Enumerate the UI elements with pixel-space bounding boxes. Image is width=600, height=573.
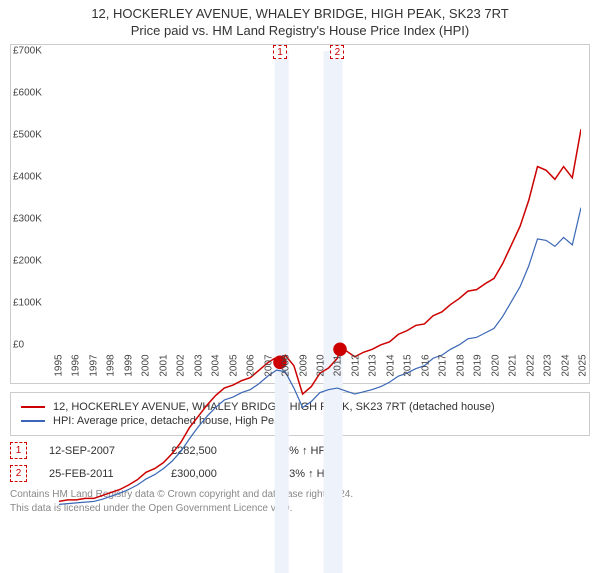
x-axis-label: 2004 (211, 354, 222, 376)
x-axis-label: 2023 (543, 354, 554, 376)
x-axis-label: 2002 (176, 354, 187, 376)
sale-marker-box: 2 (10, 465, 27, 482)
y-axis-label: £500K (13, 130, 42, 141)
x-axis-label: 2011 (333, 355, 344, 377)
y-axis-label: £700K (13, 46, 42, 57)
x-axis-label: 1998 (106, 354, 117, 376)
x-axis-label: 2017 (438, 354, 449, 376)
chart-svg (59, 51, 581, 573)
plot-area: 12 (59, 51, 581, 343)
y-axis-label: £200K (13, 256, 42, 267)
x-axis-label: 2020 (490, 354, 501, 376)
chart-sale-marker: 2 (330, 45, 344, 59)
chart-container: 12 £0£100K£200K£300K£400K£500K£600K£700K… (10, 44, 590, 384)
x-axis-label: 2000 (141, 354, 152, 376)
x-axis-label: 2013 (368, 354, 379, 376)
x-axis-label: 2022 (525, 354, 536, 376)
x-axis-label: 2019 (473, 354, 484, 376)
chart-sale-marker: 1 (273, 45, 287, 59)
x-axis-label: 2021 (508, 354, 519, 376)
x-axis-label: 2015 (403, 354, 414, 376)
x-axis-label: 2024 (560, 354, 571, 376)
x-axis-label: 2018 (455, 354, 466, 376)
x-axis-label: 2001 (158, 354, 169, 376)
x-axis-label: 2009 (298, 354, 309, 376)
x-axis-label: 1997 (88, 354, 99, 376)
y-axis-label: £100K (13, 298, 42, 309)
x-axis-label: 2003 (193, 354, 204, 376)
x-axis-label: 1999 (123, 354, 134, 376)
y-axis-label: £400K (13, 172, 42, 183)
x-axis-label: 2005 (228, 354, 239, 376)
x-axis-label: 2010 (316, 354, 327, 376)
legend-swatch-property (21, 406, 45, 408)
x-axis-label: 2008 (281, 354, 292, 376)
x-axis-label: 2016 (420, 354, 431, 376)
x-axis-label: 2006 (246, 354, 257, 376)
x-axis-label: 1996 (71, 354, 82, 376)
x-axis-label: 2007 (263, 354, 274, 376)
chart-title-line2: Price paid vs. HM Land Registry's House … (0, 23, 600, 38)
y-axis-label: £600K (13, 88, 42, 99)
y-axis-label: £300K (13, 214, 42, 225)
legend-swatch-hpi (21, 420, 45, 422)
x-axis-label: 1995 (54, 354, 65, 376)
x-axis-label: 2014 (385, 354, 396, 376)
chart-title-line1: 12, HOCKERLEY AVENUE, WHALEY BRIDGE, HIG… (0, 6, 600, 21)
y-axis-label: £0 (13, 340, 24, 351)
x-axis-label: 2025 (578, 354, 589, 376)
sale-marker-box: 1 (10, 442, 27, 459)
x-axis-label: 2012 (350, 354, 361, 376)
page-root: 12, HOCKERLEY AVENUE, WHALEY BRIDGE, HIG… (0, 0, 600, 515)
